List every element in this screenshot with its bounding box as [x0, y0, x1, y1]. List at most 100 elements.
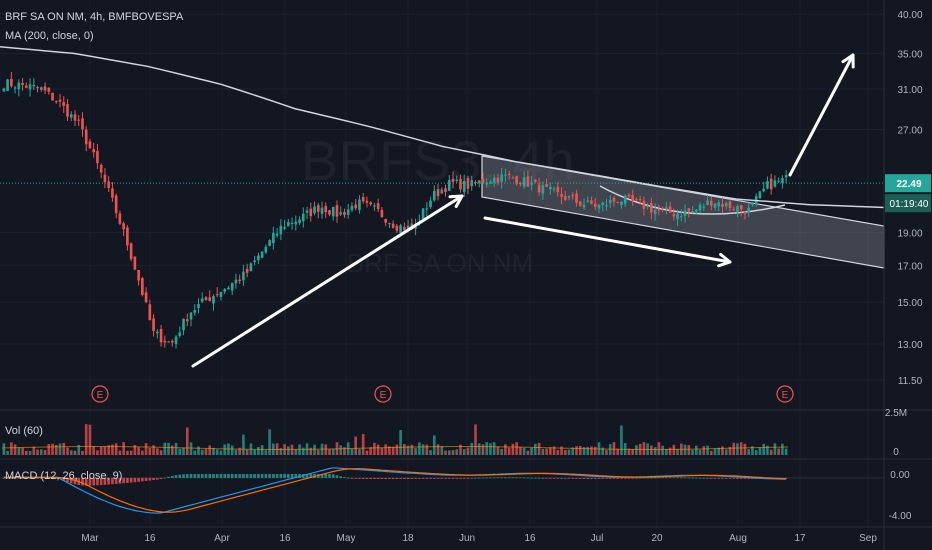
macd-histogram-bar — [99, 477, 103, 486]
volume-bar — [586, 446, 590, 455]
volume-bar — [728, 446, 732, 455]
macd-histogram-bar — [534, 477, 537, 479]
volume-bar — [197, 446, 200, 455]
candle-body — [661, 207, 664, 209]
candle-body — [6, 79, 9, 91]
earnings-marker[interactable] — [91, 385, 109, 403]
candle-body — [758, 191, 762, 198]
volume-bar — [616, 448, 620, 455]
volume-bar — [152, 445, 155, 455]
macd-histogram-bar — [204, 473, 208, 478]
macd-histogram-bar — [391, 477, 395, 479]
candle-body — [215, 294, 219, 296]
macd-histogram-bar — [88, 477, 92, 486]
macd-legend[interactable]: MACD (12, 26, close, 9) — [5, 470, 123, 482]
macd-histogram-bar — [676, 477, 679, 479]
macd-histogram-bar — [148, 477, 152, 481]
candle-body — [283, 227, 286, 229]
volume-bar — [122, 442, 125, 455]
macd-histogram-bar — [84, 477, 88, 486]
candle-body — [373, 205, 376, 207]
candle-body — [672, 213, 676, 217]
candle-body — [58, 99, 62, 102]
candle-body — [462, 180, 466, 193]
candle-body — [650, 203, 653, 213]
macd-histogram-bar — [706, 477, 709, 479]
macd-histogram-bar — [597, 477, 601, 479]
macd-histogram-bar — [653, 477, 657, 479]
macd-histogram-bar — [279, 473, 283, 478]
candle-body — [163, 340, 167, 343]
volume-bar — [126, 450, 129, 455]
macd-histogram-bar — [219, 473, 223, 478]
price-tick-label: 13.00 — [897, 340, 922, 351]
macd-histogram-bar — [163, 477, 167, 479]
volume-bar — [605, 450, 608, 455]
ma-200-line — [0, 46, 885, 209]
countdown-badge — [885, 194, 931, 213]
volume-bar — [698, 449, 702, 455]
macd-histogram-bar — [425, 477, 429, 479]
macd-histogram-bar — [601, 477, 605, 479]
macd-histogram-bar — [6, 477, 9, 479]
candle-body — [170, 340, 174, 343]
candle-body — [223, 289, 227, 292]
ma-legend[interactable]: MA (200, close, 0) — [5, 30, 94, 42]
macd-histogram-bar — [358, 477, 361, 479]
time-tick-label: Aug — [729, 533, 747, 544]
volume-bar — [631, 449, 634, 455]
candle-body — [126, 227, 129, 246]
macd-histogram-bar — [526, 477, 530, 479]
volume-bar — [361, 434, 365, 455]
earnings-marker[interactable] — [374, 385, 392, 403]
macd-histogram-bar — [227, 473, 230, 478]
candle-body — [148, 304, 152, 321]
volume-bar — [215, 449, 219, 455]
candle-body — [84, 129, 88, 145]
volume-bar — [717, 447, 721, 455]
candle-body — [459, 178, 462, 190]
volume-bar — [107, 445, 110, 455]
candle-body — [159, 329, 163, 343]
volume-bar — [627, 448, 631, 455]
macd-histogram-bar — [107, 477, 110, 485]
macd-histogram-bar — [66, 477, 69, 483]
volume-bar — [758, 447, 762, 455]
candle-body — [28, 84, 32, 90]
earnings-marker[interactable] — [776, 385, 794, 403]
candle-body — [185, 319, 189, 322]
volume-bar — [129, 450, 133, 455]
arrow-channel-down-head — [717, 252, 732, 268]
volume-bar — [36, 449, 39, 455]
candle-body — [339, 212, 343, 215]
macd-histogram-bar — [545, 477, 548, 479]
candle-body — [99, 164, 103, 173]
volume-bar — [167, 442, 170, 455]
candle-body — [133, 256, 137, 270]
candle-body — [766, 181, 769, 189]
macd-histogram-bar — [144, 477, 148, 481]
candle-body — [275, 233, 279, 236]
last-price-label: 22.49 — [896, 179, 921, 190]
macd-histogram-bar — [717, 477, 721, 479]
macd-histogram-bar — [511, 477, 515, 479]
volume-bar — [279, 448, 283, 455]
candle-body — [156, 331, 159, 334]
macd-histogram-bar — [339, 476, 343, 478]
volume-legend[interactable]: Vol (60) — [5, 425, 43, 437]
candle-body — [582, 204, 586, 208]
symbol-legend[interactable]: BRF SA ON NM, 4h, BMFBOVESPA — [5, 11, 184, 23]
candle-body — [47, 87, 51, 92]
volume-bar — [13, 444, 17, 455]
volume-bar — [223, 444, 227, 455]
macd-histogram-bar — [650, 477, 653, 479]
macd-histogram-bar — [560, 477, 563, 479]
macd-histogram-bar — [616, 477, 620, 479]
candle-body — [227, 287, 230, 290]
volume-bar — [380, 447, 384, 455]
macd-histogram-bar — [208, 473, 212, 478]
macd-histogram-bar — [47, 477, 51, 479]
candle-body — [421, 208, 425, 219]
volume-bar — [414, 448, 417, 455]
